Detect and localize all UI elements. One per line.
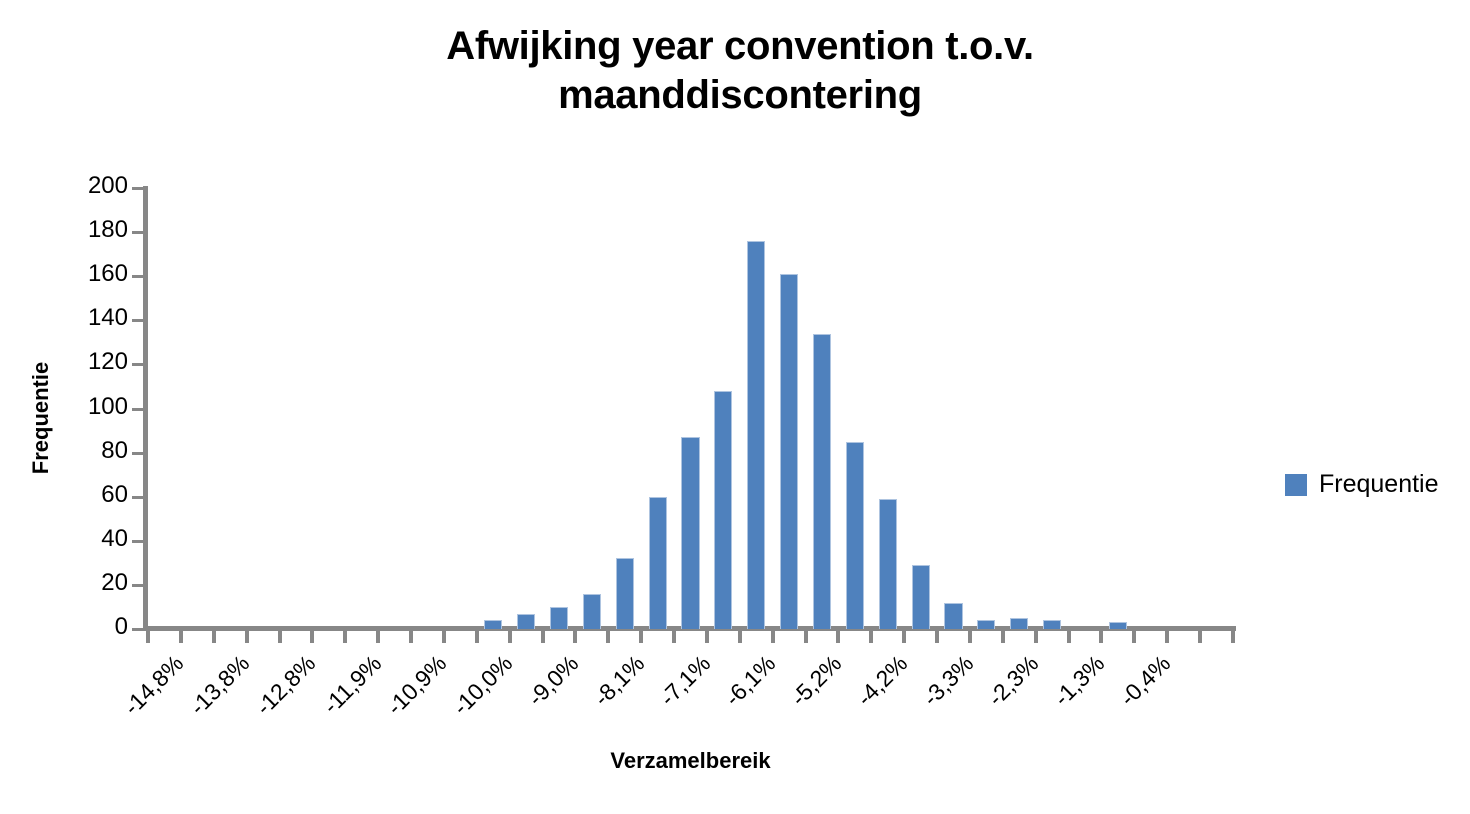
y-axis-tick-label: 160 bbox=[87, 260, 128, 288]
bar bbox=[484, 620, 503, 629]
bar bbox=[582, 593, 601, 629]
y-axis-tick bbox=[132, 363, 143, 367]
x-axis-tick bbox=[1231, 631, 1235, 643]
y-axis-line bbox=[143, 186, 148, 631]
x-axis-tick bbox=[1132, 631, 1137, 643]
y-axis-tick-label: 40 bbox=[101, 524, 128, 552]
bar bbox=[648, 496, 667, 629]
y-axis-tick-label: 140 bbox=[87, 304, 128, 332]
x-axis-tick bbox=[869, 631, 874, 643]
y-axis-tick-label: 100 bbox=[87, 392, 128, 420]
bar bbox=[780, 274, 799, 629]
x-axis-tick bbox=[770, 631, 775, 643]
x-axis-tick bbox=[967, 631, 972, 643]
y-axis-tick bbox=[132, 319, 143, 323]
y-axis-tick-label: 120 bbox=[87, 348, 128, 376]
bar bbox=[878, 498, 897, 629]
bar bbox=[549, 606, 569, 629]
legend-color-swatch-frequentie bbox=[1285, 473, 1307, 496]
bar bbox=[517, 613, 536, 629]
x-axis-tick bbox=[1099, 631, 1104, 643]
x-axis-tick bbox=[1198, 631, 1203, 643]
x-axis-tick bbox=[1000, 631, 1005, 643]
bar bbox=[812, 333, 832, 629]
x-axis-tick bbox=[310, 631, 315, 643]
x-axis-tick bbox=[376, 631, 381, 643]
x-axis-tick bbox=[343, 631, 348, 643]
x-axis-tick bbox=[573, 631, 578, 643]
x-axis-tick bbox=[704, 631, 709, 643]
x-axis-tick bbox=[474, 631, 479, 643]
y-axis-tick-label: 60 bbox=[101, 480, 128, 508]
x-axis-tick bbox=[244, 631, 249, 643]
x-axis-tick bbox=[441, 631, 446, 643]
x-axis-tick bbox=[737, 631, 742, 643]
y-axis-tick-labels: 0 20 40 60 80 100 120 140 160 180 200 bbox=[52, 0, 128, 814]
y-axis-tick bbox=[132, 583, 143, 587]
x-axis-tick bbox=[836, 631, 841, 643]
x-axis-tick bbox=[803, 631, 808, 643]
y-axis-tick bbox=[132, 275, 143, 279]
bar bbox=[1010, 617, 1029, 629]
x-axis-tick bbox=[1033, 631, 1038, 643]
y-axis-tick-label: 180 bbox=[87, 216, 128, 244]
x-axis-tick bbox=[639, 631, 644, 643]
x-axis-tick bbox=[672, 631, 677, 643]
x-axis-tick bbox=[146, 631, 150, 643]
y-axis-tick bbox=[132, 451, 143, 455]
x-axis-tick bbox=[211, 631, 216, 643]
y-axis-tick-label: 200 bbox=[87, 172, 128, 199]
bar bbox=[977, 620, 996, 629]
x-axis-tick bbox=[277, 631, 282, 643]
x-axis-tick bbox=[507, 631, 512, 643]
y-axis-tick bbox=[132, 187, 143, 190]
x-axis-tick bbox=[935, 631, 940, 643]
y-axis-tick bbox=[132, 628, 143, 631]
legend: Frequentie bbox=[1285, 472, 1439, 497]
bar bbox=[615, 558, 634, 629]
y-axis-tick-label: 20 bbox=[101, 568, 128, 596]
x-axis-tick bbox=[178, 631, 183, 643]
x-axis-tick bbox=[409, 631, 414, 643]
y-axis-tick-label: 80 bbox=[101, 436, 128, 464]
y-axis-tick bbox=[132, 495, 143, 499]
plot-area bbox=[148, 188, 1233, 629]
y-axis-title: Frequentie bbox=[28, 361, 53, 475]
x-axis-tick bbox=[1066, 631, 1071, 643]
bar bbox=[714, 390, 733, 629]
bar bbox=[681, 437, 700, 629]
x-axis-tick bbox=[1165, 631, 1170, 643]
x-axis-tick bbox=[902, 631, 907, 643]
chart-title: Afwijking year convention t.o.v. maanddi… bbox=[446, 24, 1034, 117]
y-axis-tick bbox=[132, 407, 143, 411]
bars-layer bbox=[148, 188, 1233, 629]
y-axis-tick bbox=[132, 539, 143, 543]
bar bbox=[944, 602, 963, 629]
bar bbox=[845, 441, 864, 629]
bar bbox=[747, 240, 766, 629]
legend-label-frequentie: Frequentie bbox=[1319, 470, 1439, 498]
bar bbox=[1108, 622, 1127, 629]
x-axis-tick bbox=[606, 631, 611, 643]
x-axis-tick bbox=[540, 631, 545, 643]
bar bbox=[911, 565, 930, 629]
bar bbox=[1043, 620, 1062, 629]
y-axis-tick bbox=[132, 231, 143, 235]
x-axis-title: Verzamelbereik bbox=[610, 748, 771, 773]
y-axis-tick-label: 0 bbox=[114, 613, 128, 640]
